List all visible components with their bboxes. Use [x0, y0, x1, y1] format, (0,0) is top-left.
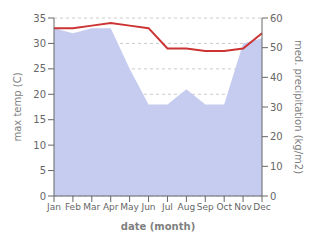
- svg-text:Oct: Oct: [216, 202, 232, 212]
- svg-text:0: 0: [270, 191, 276, 202]
- svg-text:10: 10: [270, 161, 283, 172]
- svg-text:40: 40: [270, 72, 283, 83]
- svg-text:date (month): date (month): [121, 221, 195, 232]
- svg-text:0: 0: [40, 191, 46, 202]
- svg-text:Aug: Aug: [178, 202, 196, 212]
- svg-text:20: 20: [33, 89, 46, 100]
- svg-text:max temp (C): max temp (C): [12, 72, 23, 141]
- svg-text:May: May: [120, 202, 139, 212]
- svg-text:60: 60: [270, 13, 283, 24]
- svg-text:Jun: Jun: [141, 202, 156, 212]
- svg-text:Sep: Sep: [197, 202, 214, 212]
- svg-text:Dec: Dec: [253, 202, 270, 212]
- svg-text:35: 35: [33, 13, 46, 24]
- svg-text:20: 20: [270, 131, 283, 142]
- svg-text:50: 50: [270, 42, 283, 53]
- svg-text:Mar: Mar: [83, 202, 100, 212]
- svg-text:med. precipitation (kg/m2): med. precipitation (kg/m2): [293, 40, 304, 174]
- svg-text:30: 30: [33, 38, 46, 49]
- svg-text:Feb: Feb: [65, 202, 81, 212]
- svg-text:Nov: Nov: [234, 202, 252, 212]
- svg-text:5: 5: [40, 165, 46, 176]
- svg-text:Jan: Jan: [46, 202, 61, 212]
- svg-text:30: 30: [270, 102, 283, 113]
- svg-text:Apr: Apr: [103, 202, 119, 212]
- svg-text:10: 10: [33, 140, 46, 151]
- svg-text:15: 15: [33, 114, 46, 125]
- svg-text:Jul: Jul: [161, 202, 173, 212]
- svg-text:25: 25: [33, 63, 46, 74]
